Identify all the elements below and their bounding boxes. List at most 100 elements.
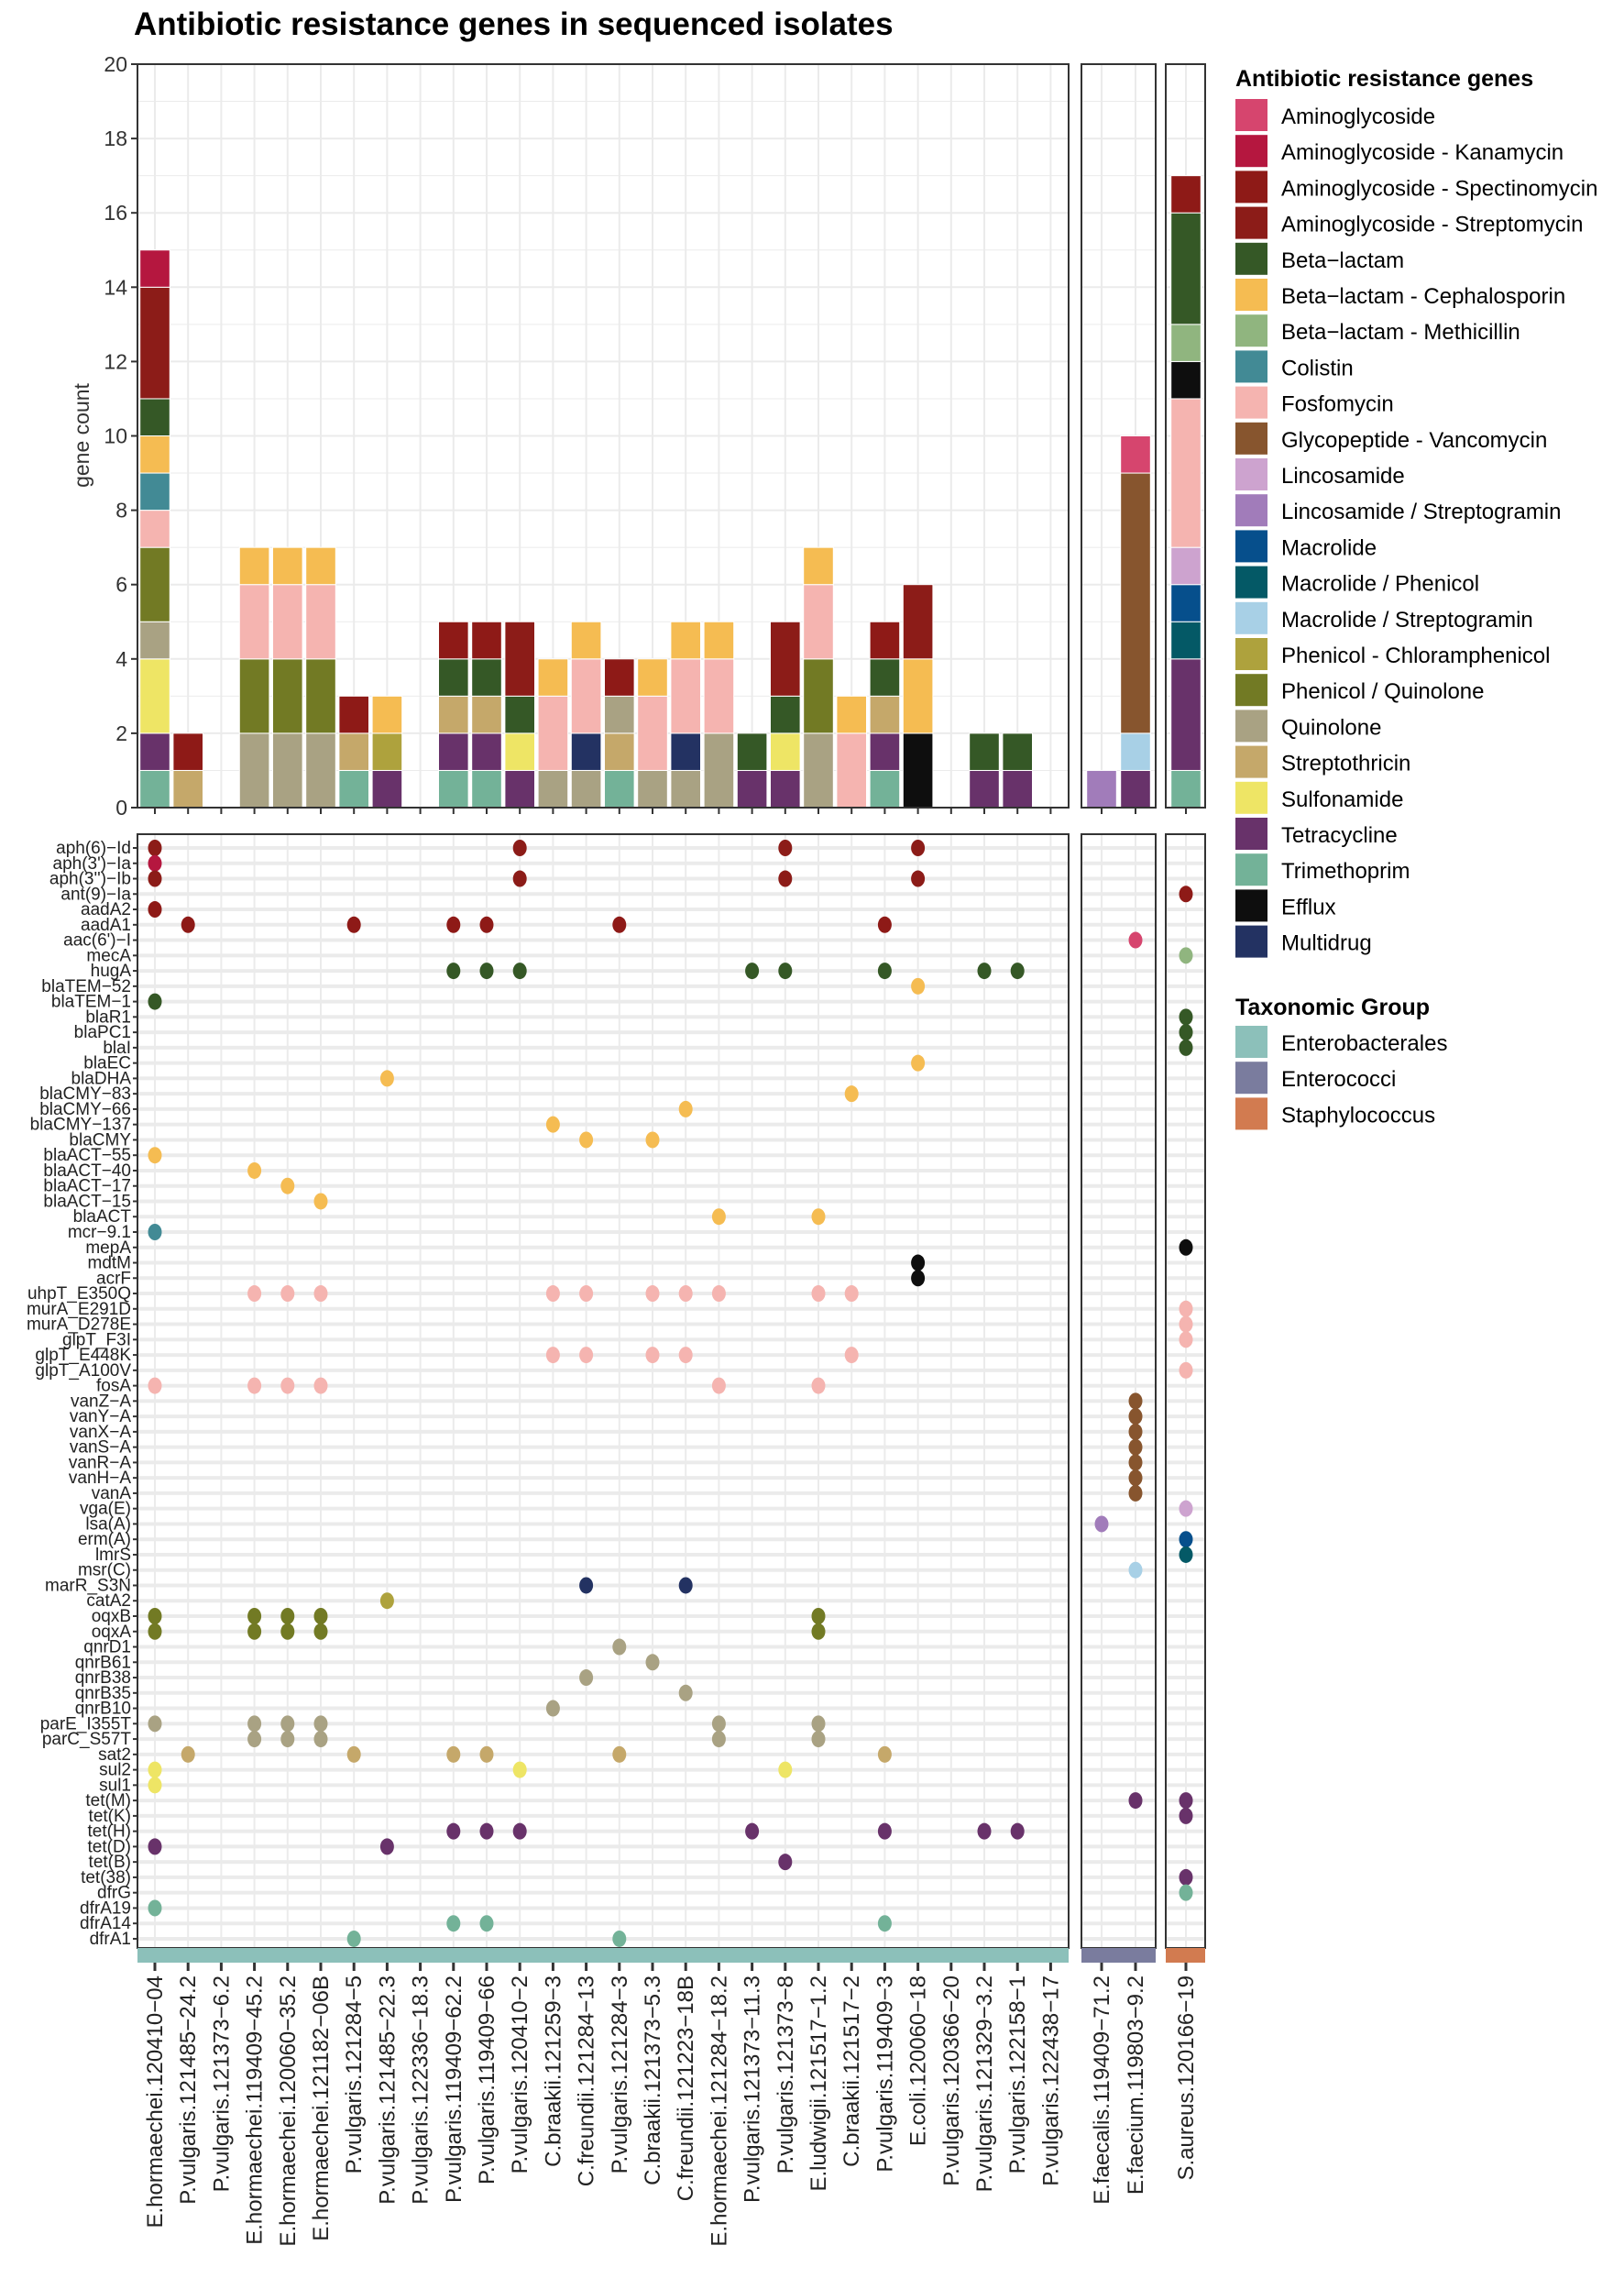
gene-dot <box>1128 1484 1143 1502</box>
bar-segment <box>537 658 569 697</box>
gene-dot <box>379 1070 394 1087</box>
isolate-label: C.braakii.121259−3 <box>541 1975 565 2167</box>
gene-dot <box>1128 1408 1143 1425</box>
gene-dot <box>811 1731 826 1748</box>
bar-segment <box>504 621 536 697</box>
bar-segment <box>969 732 1000 771</box>
gene-dot <box>512 1822 527 1840</box>
gene-dot <box>1010 963 1025 980</box>
bar-segment <box>139 435 170 474</box>
legend-label: Enterobacterales <box>1281 1031 1447 1056</box>
bar-segment <box>803 584 834 660</box>
bar-segment <box>438 769 469 809</box>
bar-segment <box>471 695 502 734</box>
legend-genes-title: Antibiotic resistance genes <box>1235 66 1533 92</box>
gene-label: murA_D278E <box>27 1315 131 1335</box>
gene-label: hugA <box>91 962 132 981</box>
bar-segment <box>869 695 901 734</box>
legend-swatch <box>1235 242 1267 275</box>
legend-label: Multidrug <box>1281 931 1372 956</box>
legend-label: Trimethoprim <box>1281 859 1410 884</box>
bar-panels: 0 2 4 6 8 10 12 14 16 18 20 <box>104 52 1206 820</box>
gene-dot <box>1179 1500 1193 1517</box>
gene-dot <box>645 1347 660 1364</box>
taxonomic-group-strip <box>1166 1948 1205 1963</box>
bar-segment <box>703 621 735 660</box>
gene-label: blaTEM−1 <box>51 993 131 1012</box>
bar-segment <box>836 695 868 734</box>
gene-label: fosA <box>96 1377 131 1396</box>
legend-swatch <box>1235 99 1267 131</box>
gene-dot <box>1179 1039 1193 1056</box>
gene-dot <box>645 1285 660 1303</box>
gene-label: lsa(A) <box>85 1514 131 1534</box>
gene-label: sat2 <box>98 1745 131 1765</box>
gene-label: aadA1 <box>81 916 131 935</box>
bar-segment <box>139 546 170 622</box>
gene-label: aph(3'')−Ib <box>49 870 131 889</box>
bar-segment <box>1002 732 1034 771</box>
gene-label: vanY−A <box>70 1407 131 1426</box>
gene-dot <box>811 1608 826 1624</box>
gene-dot <box>379 1838 394 1855</box>
gene-dot <box>247 1377 262 1394</box>
bar-segment <box>604 658 635 697</box>
gene-dot <box>678 1100 693 1117</box>
legend-label: Beta−lactam - Methicillin <box>1281 320 1520 345</box>
gene-dot <box>1179 1884 1193 1901</box>
bar-segment <box>803 732 834 809</box>
panel-frame <box>1081 63 1157 809</box>
gene-dot <box>1179 1024 1193 1041</box>
legend-swatch <box>1235 530 1267 563</box>
gene-dot <box>877 1822 892 1840</box>
bar-segment <box>504 769 536 809</box>
bar-segment <box>902 732 934 809</box>
gene-dot <box>148 1623 162 1640</box>
gene-label: aph(3')−Ia <box>53 854 132 874</box>
gene-dot <box>778 1761 793 1778</box>
isolate-label: E.coli.120060−18 <box>906 1975 931 2146</box>
gene-label: qnrD1 <box>83 1638 131 1657</box>
gene-label: mdtM <box>88 1254 132 1273</box>
bar-segment <box>272 658 303 734</box>
gene-label: glpT_A100V <box>35 1361 131 1381</box>
gene-dot <box>1128 931 1143 949</box>
isolate-label: P.vulgaris.119409−62.2 <box>442 1975 466 2203</box>
gene-dot <box>313 1193 328 1210</box>
bar-segment <box>1170 175 1202 214</box>
gene-dot <box>313 1285 328 1303</box>
bar-segment <box>471 658 502 697</box>
gene-dot <box>247 1715 262 1733</box>
isolate-label: P.vulgaris.121284−5 <box>342 1975 367 2173</box>
isolate-label: P.vulgaris.119409−3 <box>872 1975 897 2173</box>
bar-segment <box>238 546 270 586</box>
gene-dot <box>811 1285 826 1303</box>
y-tick-label: 6 <box>115 573 127 597</box>
gene-dot <box>148 854 162 872</box>
gene-dot <box>612 1638 627 1656</box>
gene-dot <box>877 1915 892 1932</box>
legend-label: Macrolide / Phenicol <box>1281 572 1479 597</box>
bar-segment <box>1120 769 1151 809</box>
gene-label: vga(E) <box>80 1500 131 1519</box>
gene-label: blaPC1 <box>74 1023 131 1042</box>
y-tick-label: 16 <box>104 201 127 225</box>
legend-label: Lincosamide <box>1281 464 1405 489</box>
gene-label: sul1 <box>99 1776 131 1795</box>
bar-segment <box>305 658 336 734</box>
legend-label: Colistin <box>1281 356 1354 380</box>
bar-segment <box>371 769 403 809</box>
gene-dot <box>778 870 793 887</box>
gene-dot <box>877 963 892 980</box>
legend-label: Phenicol - Chloramphenicol <box>1281 644 1550 668</box>
gene-label: aac(6')−I <box>63 931 131 951</box>
gene-dot <box>678 1577 693 1594</box>
legend-label: Aminoglycoside <box>1281 105 1435 129</box>
bar-segment <box>305 584 336 660</box>
gene-dot <box>711 1731 726 1748</box>
bar-segment <box>803 546 834 586</box>
x-axis-labels: E.hormaechei.120410−04 P.vulgaris.121485−… <box>143 1963 1199 2247</box>
isolate-label: P.vulgaris.121373−8 <box>774 1975 798 2173</box>
gene-label: blaCMY−137 <box>30 1116 131 1135</box>
gene-label: oqxB <box>92 1607 131 1626</box>
